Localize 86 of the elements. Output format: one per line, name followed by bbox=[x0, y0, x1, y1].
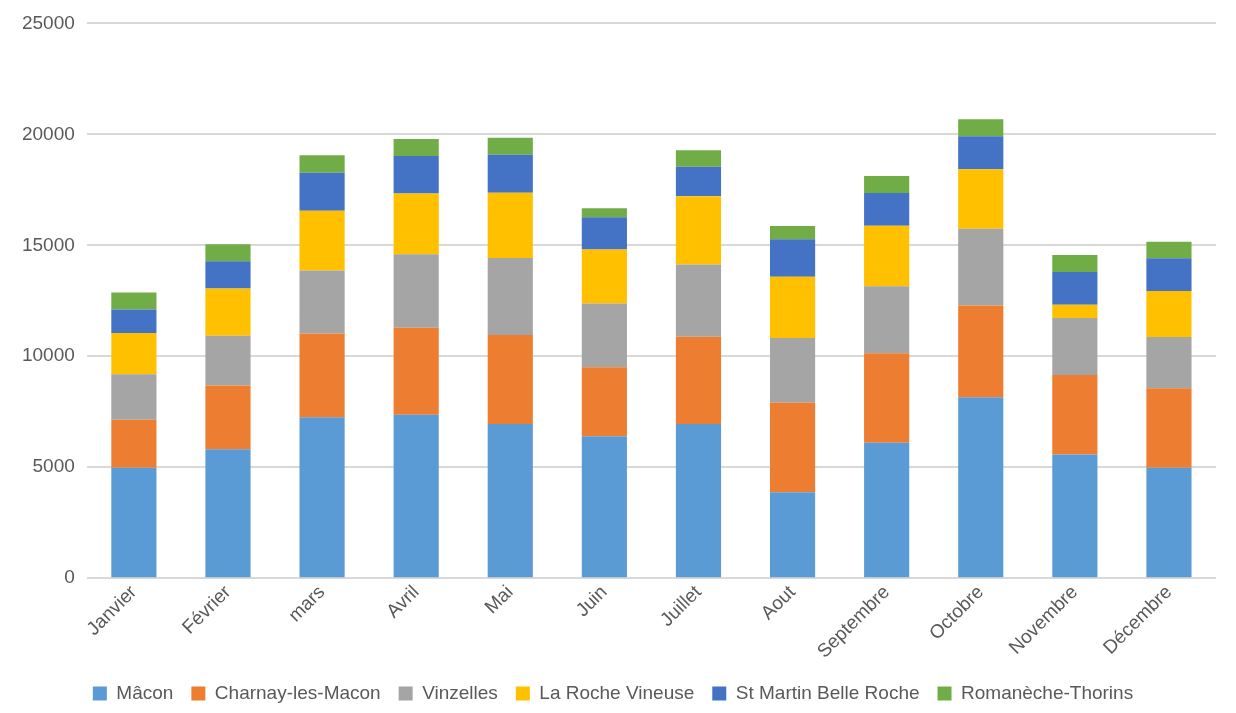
bar bbox=[1146, 241, 1192, 259]
bar bbox=[958, 169, 1004, 229]
bar bbox=[1052, 374, 1098, 455]
legend-label: St Martin Belle Roche bbox=[735, 681, 920, 703]
bar bbox=[205, 449, 251, 578]
bar bbox=[111, 332, 157, 375]
bar bbox=[487, 257, 533, 335]
bar bbox=[581, 217, 627, 250]
bar bbox=[675, 166, 722, 197]
bar bbox=[958, 119, 1004, 137]
y-tick-label: 0 bbox=[64, 566, 75, 588]
legend-label: Charnay-les-Macon bbox=[214, 681, 381, 703]
bar bbox=[111, 292, 157, 310]
bar bbox=[111, 309, 157, 333]
bar bbox=[393, 139, 439, 157]
bar bbox=[393, 254, 439, 328]
bar bbox=[864, 353, 910, 443]
bar bbox=[864, 176, 910, 193]
bar bbox=[675, 196, 722, 265]
bar bbox=[205, 261, 251, 289]
bar bbox=[1052, 271, 1098, 305]
bar bbox=[675, 336, 722, 424]
bar bbox=[205, 288, 251, 336]
bar bbox=[581, 249, 627, 304]
bar bbox=[675, 423, 722, 578]
bar bbox=[1052, 304, 1098, 319]
bar bbox=[299, 172, 345, 211]
x-tick-label: Juin bbox=[571, 580, 611, 621]
bar bbox=[299, 210, 345, 271]
bar bbox=[581, 436, 627, 578]
bar bbox=[769, 338, 816, 403]
bar bbox=[581, 367, 627, 437]
bar bbox=[487, 423, 533, 578]
bar bbox=[1052, 454, 1098, 578]
legend-label: Vinzelles bbox=[422, 681, 498, 703]
x-tick-label: Mai bbox=[480, 580, 517, 618]
y-tick-label: 25000 bbox=[21, 11, 75, 33]
legend-label: Romanèche-Thorins bbox=[961, 681, 1134, 703]
bar bbox=[769, 492, 816, 578]
bar bbox=[864, 192, 910, 226]
bar bbox=[487, 192, 533, 258]
bar bbox=[675, 150, 722, 167]
bar bbox=[1146, 388, 1192, 468]
bar bbox=[299, 155, 345, 173]
bar bbox=[769, 402, 816, 493]
bar bbox=[393, 327, 439, 415]
bar bbox=[487, 334, 533, 424]
bar bbox=[1052, 318, 1098, 375]
bar bbox=[769, 226, 816, 240]
y-tick-label: 20000 bbox=[21, 122, 75, 144]
bar bbox=[111, 374, 157, 420]
bar bbox=[111, 467, 157, 578]
bar bbox=[864, 225, 910, 287]
bar bbox=[299, 270, 345, 334]
bar bbox=[1146, 467, 1192, 578]
bar bbox=[487, 137, 533, 155]
bar bbox=[769, 239, 816, 277]
bar bbox=[299, 417, 345, 578]
y-tick-label: 15000 bbox=[21, 233, 75, 255]
bar bbox=[205, 385, 251, 450]
legend-label: Mâcon bbox=[116, 681, 174, 703]
bar bbox=[111, 419, 157, 468]
bar bbox=[864, 442, 910, 578]
bar bbox=[393, 414, 439, 578]
bar bbox=[1146, 336, 1192, 389]
bar bbox=[769, 276, 816, 339]
bar bbox=[958, 136, 1004, 170]
y-tick-label: 10000 bbox=[21, 344, 75, 366]
bar bbox=[675, 264, 722, 337]
bar bbox=[958, 228, 1004, 306]
bar bbox=[393, 193, 439, 255]
bar bbox=[205, 244, 251, 262]
bar bbox=[864, 286, 910, 354]
bar bbox=[393, 156, 439, 194]
bar bbox=[958, 305, 1004, 398]
bar bbox=[581, 208, 627, 218]
bar bbox=[205, 335, 251, 386]
bar bbox=[958, 397, 1004, 578]
legend-label: La Roche Vineuse bbox=[539, 681, 695, 703]
bar bbox=[1146, 291, 1192, 337]
y-tick-label: 5000 bbox=[32, 455, 75, 477]
bar bbox=[299, 333, 345, 418]
bar bbox=[1052, 255, 1098, 272]
bar bbox=[581, 303, 627, 368]
bar bbox=[487, 154, 533, 193]
bar bbox=[1146, 258, 1192, 292]
